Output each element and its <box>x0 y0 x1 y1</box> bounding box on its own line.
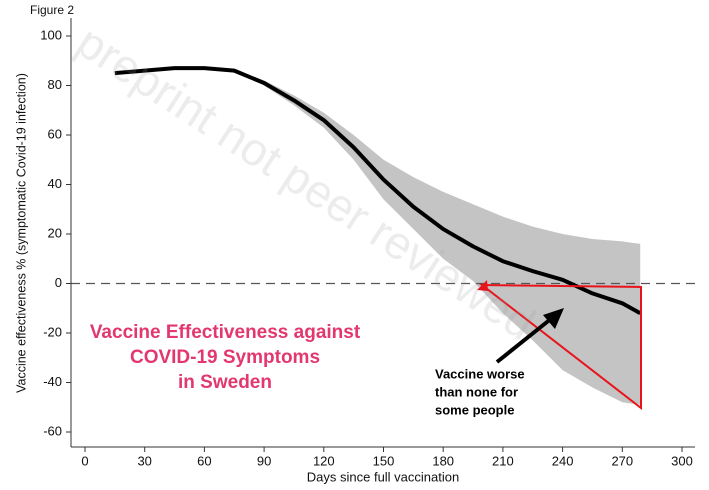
x-axis-title: Days since full vaccination <box>307 469 459 484</box>
y-tick-label: 40 <box>48 176 62 191</box>
y-tick-label: -20 <box>43 324 62 339</box>
annotation-title: COVID-19 Symptoms <box>130 347 320 368</box>
x-tick-label: 180 <box>432 453 454 468</box>
x-tick-label: 210 <box>492 453 514 468</box>
y-tick-label: 100 <box>40 27 62 42</box>
y-tick-label: 20 <box>48 225 62 240</box>
annotation-triangle <box>479 283 642 411</box>
x-tick-label: 0 <box>81 453 88 468</box>
x-tick-label: 270 <box>611 453 633 468</box>
plot-area <box>71 66 695 405</box>
y-tick-label: -40 <box>43 374 62 389</box>
annotation-note: Vaccine worse <box>435 366 525 381</box>
x-tick-label: 240 <box>552 453 574 468</box>
confidence-band <box>114 68 641 405</box>
annotation-note: than none for <box>435 384 518 399</box>
annotation-title: in Sweden <box>178 372 272 393</box>
arrow-head <box>543 308 564 329</box>
arrow-shaft <box>495 316 554 364</box>
x-tick-label: 90 <box>257 453 271 468</box>
y-tick-label: 0 <box>55 275 62 290</box>
x-tick-label: 60 <box>197 453 211 468</box>
y-axis-title: Vaccine effectiveness % (symptomatic Cov… <box>14 73 28 393</box>
x-tick-label: 30 <box>137 453 151 468</box>
triangle-tip <box>477 280 488 291</box>
line-series <box>114 66 642 315</box>
x-tick-label: 300 <box>671 453 693 468</box>
y-tick-label: 60 <box>48 126 62 141</box>
x-tick-label: 120 <box>313 453 335 468</box>
x-tick-label: 150 <box>373 453 395 468</box>
y-tick-label: 80 <box>48 77 62 92</box>
figure-label: Figure 2 <box>30 3 74 17</box>
annotation-note: some people <box>435 402 514 417</box>
y-tick-label: -60 <box>43 423 62 438</box>
annotation-title: Vaccine Effectiveness against <box>90 322 361 343</box>
